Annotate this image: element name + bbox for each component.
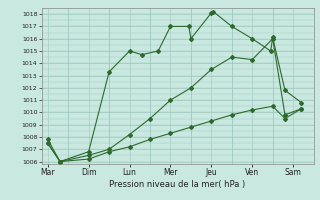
X-axis label: Pression niveau de la mer( hPa ): Pression niveau de la mer( hPa ): [109, 180, 246, 189]
